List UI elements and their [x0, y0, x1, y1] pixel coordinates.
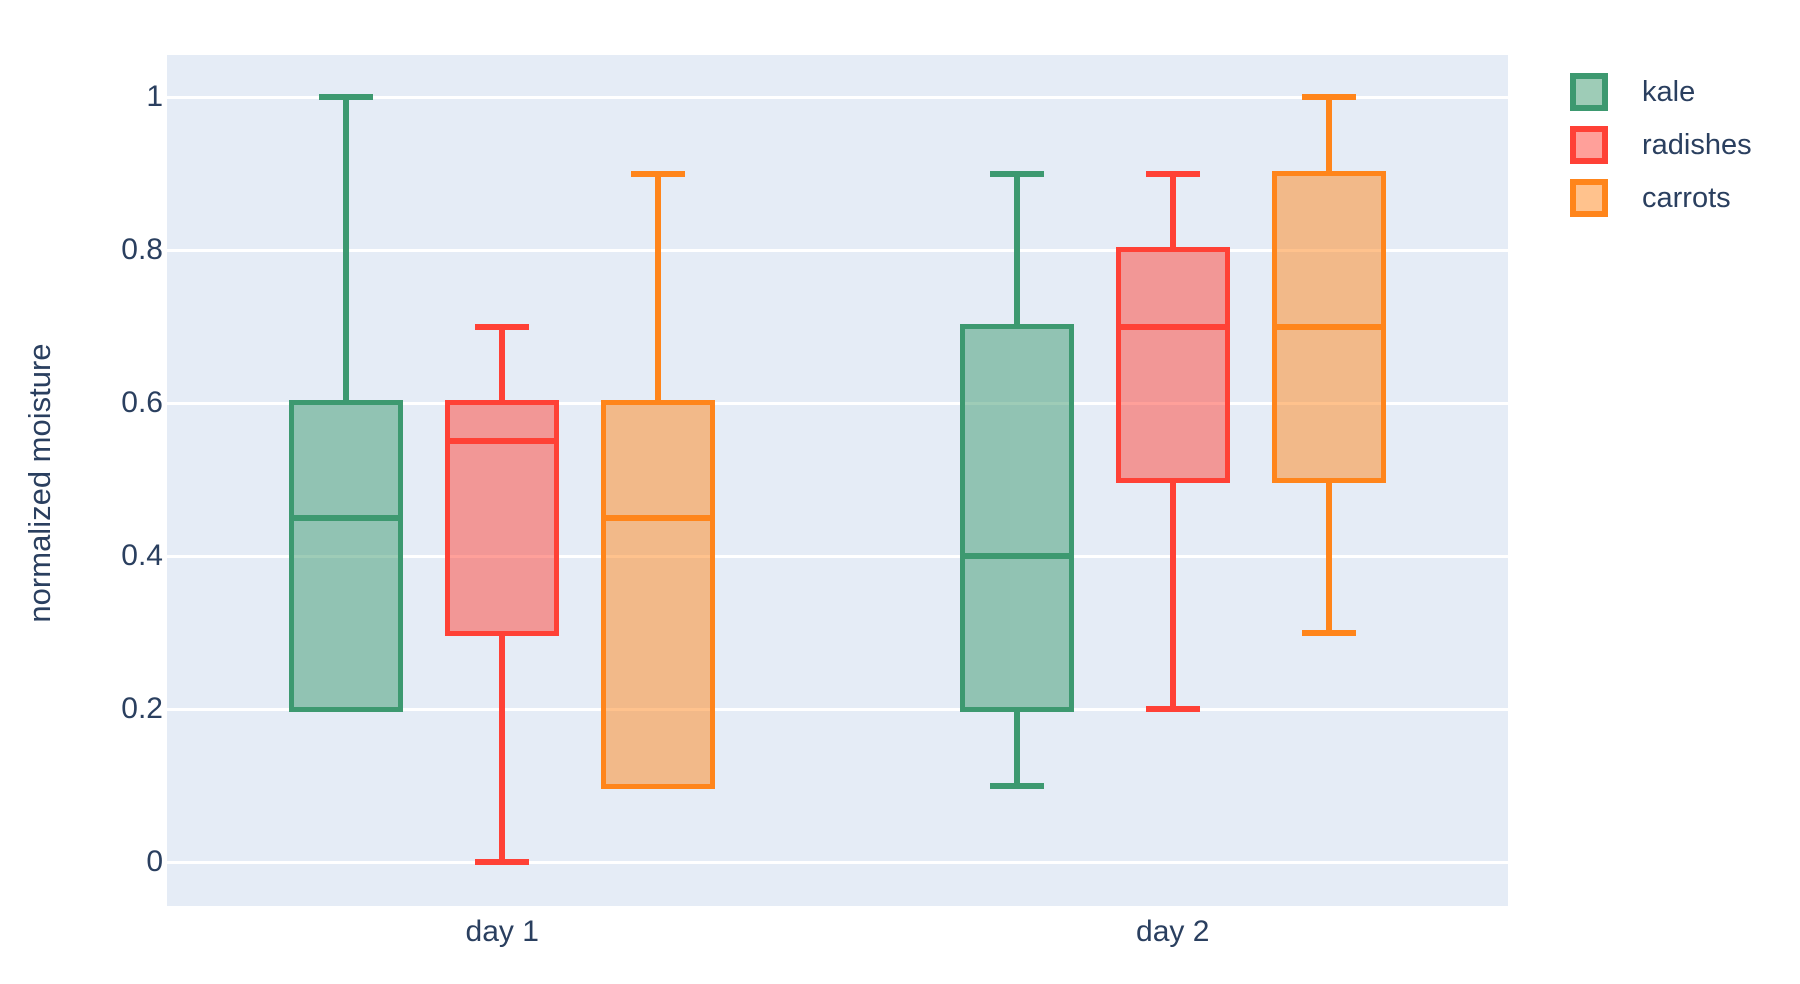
y-tick-label-0: 0 [146, 845, 163, 878]
gridline-y-0.2 [167, 707, 1508, 711]
whisker-cap-top-radishes-day-2 [1145, 170, 1200, 177]
whisker-cap-bottom-carrots-day-2 [1301, 629, 1356, 636]
legend-item-kale[interactable]: kale [1570, 73, 1752, 111]
median-radishes-day-2 [1115, 323, 1230, 330]
legend-item-radishes[interactable]: radishes [1570, 126, 1752, 164]
legend-swatch-kale [1570, 73, 1608, 111]
legend: kale radishes carrots [1570, 73, 1752, 232]
whisker-cap-bottom-radishes-day-1 [475, 859, 530, 865]
median-radishes-day-1 [445, 438, 560, 445]
whisker-cap-bottom-kale-day-2 [989, 782, 1044, 789]
whisker-cap-top-carrots-day-1 [631, 170, 686, 177]
legend-item-carrots[interactable]: carrots [1570, 179, 1752, 217]
legend-label-radishes: radishes [1642, 129, 1752, 161]
legend-swatch-radishes [1570, 126, 1608, 164]
y-axis-title: normalized moisture [22, 343, 57, 623]
whisker-top-carrots-day-2 [1325, 94, 1332, 171]
box-kale-day-1[interactable] [289, 400, 404, 712]
legend-label-kale: kale [1642, 76, 1696, 108]
gridline-y-1 [167, 95, 1508, 99]
whisker-cap-bottom-radishes-day-2 [1145, 706, 1200, 712]
legend-label-carrots: carrots [1642, 182, 1731, 214]
whisker-top-radishes-day-1 [499, 323, 506, 400]
gridline-y-0.8 [167, 248, 1508, 252]
whisker-cap-top-carrots-day-2 [1301, 94, 1356, 100]
y-tick-label-0.4: 0.4 [121, 539, 163, 572]
whisker-bottom-carrots-day-2 [1325, 479, 1332, 633]
whisker-cap-top-kale-day-1 [319, 94, 374, 100]
whisker-cap-top-kale-day-2 [989, 170, 1044, 177]
y-tick-label-1: 1 [146, 80, 163, 113]
median-kale-day-1 [289, 514, 404, 521]
median-carrots-day-2 [1271, 323, 1386, 330]
y-tick-label-0.8: 0.8 [121, 233, 163, 266]
median-kale-day-2 [959, 553, 1074, 559]
whisker-bottom-radishes-day-1 [499, 632, 506, 862]
box-kale-day-2[interactable] [959, 323, 1074, 712]
box-radishes-day-1[interactable] [445, 400, 560, 636]
y-tick-label-0.6: 0.6 [121, 386, 163, 419]
box-carrots-day-1[interactable] [601, 400, 716, 789]
whisker-cap-top-radishes-day-1 [475, 323, 530, 330]
plot-area [167, 55, 1508, 906]
box-radishes-day-2[interactable] [1115, 247, 1230, 483]
y-tick-label-0.2: 0.2 [121, 692, 163, 725]
x-tick-label-day-2: day 2 [1136, 915, 1210, 948]
median-carrots-day-1 [601, 514, 716, 521]
x-tick-label-day-1: day 1 [465, 915, 539, 948]
gridline-y-0 [167, 860, 1508, 864]
whisker-bottom-radishes-day-2 [1169, 479, 1176, 709]
whisker-top-carrots-day-1 [655, 170, 662, 400]
whisker-top-kale-day-2 [1013, 170, 1020, 324]
legend-swatch-carrots [1570, 179, 1608, 217]
whisker-top-radishes-day-2 [1169, 170, 1176, 247]
whisker-top-kale-day-1 [343, 94, 350, 400]
gridline-y-0.4 [167, 554, 1508, 558]
whisker-bottom-kale-day-2 [1013, 709, 1020, 786]
gridline-y-0.6 [167, 401, 1508, 405]
